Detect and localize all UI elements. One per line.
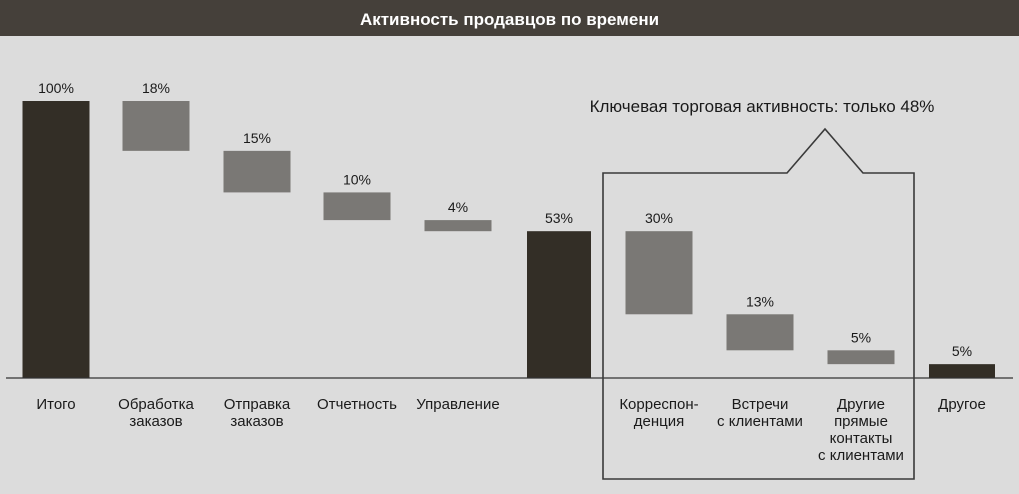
category-label-2: Обработка заказов [118, 396, 194, 430]
category-label-4: Отчетность [317, 396, 397, 413]
value-label-8: 13% [746, 293, 774, 309]
bar-9 [827, 350, 895, 365]
value-label-10: 5% [952, 343, 972, 359]
category-label-5: Управление [416, 396, 499, 413]
bar-3 [223, 150, 291, 193]
value-label-9: 5% [851, 329, 871, 345]
category-label-8: Встречи с клиентами [717, 396, 803, 430]
value-label-6: 53% [545, 210, 573, 226]
value-label-2: 18% [142, 80, 170, 96]
value-label-7: 30% [645, 210, 673, 226]
value-labels-layer: 100% 18% 15% 10% 4% 53% 30% 13% 5% 5% [38, 80, 972, 359]
value-label-4: 10% [343, 171, 371, 187]
value-label-5: 4% [448, 199, 468, 215]
bar-5 [424, 220, 492, 232]
bar-10 [929, 364, 995, 378]
title-banner [0, 0, 1019, 36]
category-label-3: Отправка заказов [224, 396, 291, 430]
callout-text: Ключевая торговая активность: только 48% [590, 97, 935, 116]
bar-1 [22, 101, 90, 378]
bar-2 [122, 101, 190, 151]
category-label-10: Другое [938, 396, 986, 413]
callout-bracket [602, 127, 915, 480]
bars-layer [22, 101, 995, 378]
value-label-1: 100% [38, 80, 74, 96]
category-label-7: Корреспон-денция [619, 396, 698, 430]
bar-7 [625, 231, 693, 315]
bar-8 [726, 314, 794, 351]
category-label-1: Итого [36, 396, 75, 413]
category-label-9: Другие прямые контакты с клиентами [818, 396, 904, 464]
bar-6 [527, 231, 591, 378]
chart-title: Активность продавцов по времени [360, 10, 659, 29]
category-labels-layer: Итого Обработка заказов Отправка заказов Отче… [36, 396, 985, 464]
bar-4 [323, 192, 391, 221]
value-label-3: 15% [243, 130, 271, 146]
